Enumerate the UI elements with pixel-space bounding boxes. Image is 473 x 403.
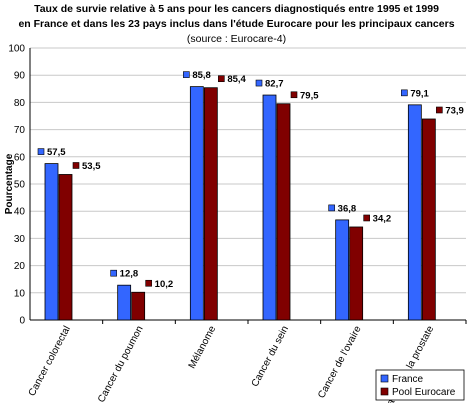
bar-pool-eurocare <box>203 87 218 321</box>
bar-pool-eurocare <box>421 118 436 321</box>
y-tick-label: 30 <box>14 234 26 245</box>
y-axis-title: Pourcentage <box>4 153 15 214</box>
legend-box <box>375 369 465 401</box>
bar-france <box>335 219 350 321</box>
data-label: 73,9 <box>445 105 464 116</box>
data-label-key <box>363 214 370 222</box>
data-label-key <box>110 269 117 277</box>
x-category-label: Cancer de l'ovaire <box>316 324 364 400</box>
data-label: 85,8 <box>192 70 211 81</box>
data-label-key <box>72 162 80 169</box>
data-label-key <box>290 91 298 99</box>
legend-swatch-pool-eurocare <box>380 387 389 396</box>
legend-label: Pool Eurocare <box>392 387 456 398</box>
x-category-label: Cancer du poumon <box>96 324 146 403</box>
bar-pool-eurocare <box>131 291 146 321</box>
data-label-key <box>255 79 263 87</box>
data-label: 34,2 <box>373 213 392 224</box>
data-label: 82,7 <box>265 79 284 90</box>
bar-france <box>117 284 132 321</box>
data-label-key <box>218 75 225 83</box>
y-tick-label: 80 <box>14 98 26 109</box>
data-label-key <box>401 89 408 97</box>
y-tick-label: 50 <box>14 180 26 191</box>
x-category-label: Cancer du sein <box>250 324 291 389</box>
y-tick-label: 60 <box>14 152 26 163</box>
title-line-1: Taux de survie relative à 5 ans pour les… <box>34 3 439 15</box>
x-category-label: Cancer colorectal <box>27 324 73 398</box>
y-tick-label: 20 <box>14 261 26 272</box>
y-tick-label: 10 <box>14 288 26 299</box>
y-tick-label: 70 <box>14 125 26 136</box>
bar-pool-eurocare <box>349 226 364 321</box>
data-label-key <box>436 106 443 114</box>
data-label: 12,8 <box>120 269 138 280</box>
bar-france <box>44 163 59 321</box>
y-tick-label: 0 <box>19 316 25 327</box>
bar-france <box>189 86 204 321</box>
data-label-key <box>328 204 335 212</box>
data-label: 10,2 <box>155 279 174 290</box>
data-label-key <box>145 279 152 287</box>
data-label: 85,4 <box>227 74 246 85</box>
chart-title: Taux de survie relative à 5 ans pour les… <box>0 2 473 47</box>
bar-france <box>262 94 277 321</box>
data-label-key <box>37 148 45 155</box>
data-label: 79,1 <box>410 88 429 99</box>
title-line-2: en France et dans les 23 pays inclus dan… <box>18 18 455 30</box>
bar-pool-eurocare <box>58 174 73 321</box>
x-category-label: Mélanome <box>187 324 219 371</box>
bar-pool-eurocare <box>276 103 291 321</box>
data-label: 53,5 <box>82 161 101 172</box>
data-label: 57,5 <box>47 147 66 158</box>
bar-france <box>407 104 422 321</box>
legend-swatch-france <box>380 374 389 383</box>
legend-label: France <box>392 374 424 385</box>
y-tick-label: 90 <box>14 71 26 82</box>
chart-subtitle: (source : Eurocare-4) <box>186 33 287 45</box>
data-label-key <box>183 71 190 78</box>
data-label: 79,5 <box>300 90 319 101</box>
data-label: 36,8 <box>338 203 357 214</box>
y-tick-label: 40 <box>14 207 26 218</box>
y-tick-label: 100 <box>8 44 25 55</box>
